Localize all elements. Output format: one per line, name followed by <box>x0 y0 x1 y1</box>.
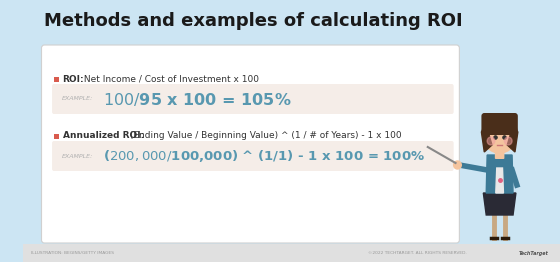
FancyBboxPatch shape <box>24 244 560 262</box>
FancyBboxPatch shape <box>54 77 59 82</box>
Circle shape <box>482 114 517 150</box>
FancyBboxPatch shape <box>52 84 454 114</box>
FancyBboxPatch shape <box>41 45 459 243</box>
Circle shape <box>482 117 517 153</box>
Text: ($200,000 / $100,000) ^ (1/1) - 1 x 100 = 100%: ($200,000 / $100,000) ^ (1/1) - 1 x 100 … <box>103 148 425 164</box>
Text: EXAMPLE:: EXAMPLE: <box>62 96 93 101</box>
Circle shape <box>454 161 461 169</box>
Text: Net Income / Cost of Investment x 100: Net Income / Cost of Investment x 100 <box>81 74 259 84</box>
FancyBboxPatch shape <box>482 113 518 135</box>
Text: (Ending Value / Beginning Value) ^ (1 / # of Years) - 1 x 100: (Ending Value / Beginning Value) ^ (1 / … <box>127 132 402 140</box>
FancyBboxPatch shape <box>495 147 505 159</box>
Text: ROI:: ROI: <box>63 74 84 84</box>
FancyBboxPatch shape <box>54 134 59 139</box>
Polygon shape <box>507 125 518 152</box>
Text: Methods and examples of calculating ROI: Methods and examples of calculating ROI <box>44 12 463 30</box>
Circle shape <box>505 137 512 145</box>
Circle shape <box>486 121 515 151</box>
Text: TechTarget: TechTarget <box>519 250 549 255</box>
Text: ©2022 TECHTARGET. ALL RIGHTS RESERVED.: ©2022 TECHTARGET. ALL RIGHTS RESERVED. <box>368 251 467 255</box>
Text: ILLUSTRATION: BEGINS/GETTY IMAGES: ILLUSTRATION: BEGINS/GETTY IMAGES <box>31 251 114 255</box>
Polygon shape <box>496 168 503 193</box>
Text: EXAMPLE:: EXAMPLE: <box>62 154 93 159</box>
Polygon shape <box>486 155 513 193</box>
FancyBboxPatch shape <box>52 141 454 171</box>
Circle shape <box>487 137 495 145</box>
Text: Annualized ROI:: Annualized ROI: <box>63 132 144 140</box>
Text: $100 / $95 x 100 = 105%: $100 / $95 x 100 = 105% <box>103 90 291 107</box>
Polygon shape <box>482 125 492 152</box>
Polygon shape <box>483 193 516 215</box>
